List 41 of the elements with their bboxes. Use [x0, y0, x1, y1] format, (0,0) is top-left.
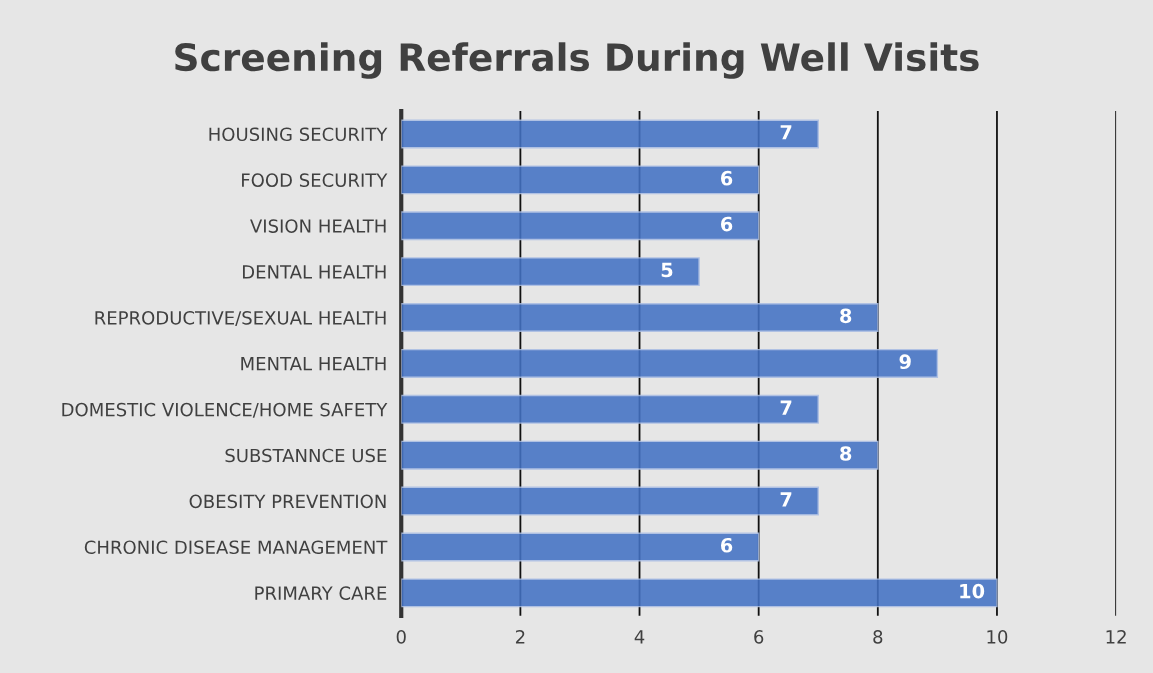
y-tick-label: OBESITY PREVENTION: [189, 494, 386, 509]
data-label: 8: [840, 308, 852, 324]
y-tick-label: DENTAL HEALTH: [243, 265, 386, 279]
x-tick-label: 2: [515, 630, 525, 644]
chart-title: Screening Referrals During Well Visits: [175, 42, 979, 79]
data-label: 5: [661, 262, 673, 278]
bar: [401, 119, 819, 149]
bar: [401, 257, 700, 287]
data-label: 10: [960, 583, 985, 599]
x-tick-label: 0: [396, 630, 406, 644]
data-label: 6: [720, 537, 733, 553]
y-tick-label: SUBSTANNCE USE: [225, 448, 387, 463]
y-tick-label: DOMESTIC VIOLENCE/HOME SAFETY: [62, 402, 388, 418]
x-tick-label: 12: [1106, 630, 1126, 644]
bar: [401, 578, 998, 608]
x-tick-label: 4: [634, 630, 645, 644]
y-tick-label: REPRODUCTIVE/SEXUAL HEALTH: [95, 310, 386, 327]
data-label: 7: [780, 400, 792, 415]
bar: [401, 303, 879, 332]
y-tick-label: MENTAL HEALTH: [241, 357, 386, 371]
bar: [401, 486, 819, 516]
y-tick-label: VISION HEALTH: [250, 219, 386, 233]
x-tick-label: 8: [873, 630, 883, 644]
bar: [401, 440, 879, 470]
y-tick-label: CHRONIC DISEASE MANAGEMENT: [84, 540, 388, 555]
y-tick-label: HOUSING SECURITY: [209, 127, 388, 142]
data-label: 7: [780, 125, 792, 140]
data-label: 6: [720, 170, 733, 186]
x-tick-label: 10: [987, 630, 1008, 644]
y-tick-label: FOOD SECURITY: [242, 173, 388, 187]
data-label: 9: [899, 354, 911, 370]
bar: [401, 532, 760, 562]
bar: [401, 165, 760, 195]
bar: [401, 394, 819, 424]
y-tick-label: PRIMARY CARE: [255, 586, 387, 600]
data-label: 6: [720, 216, 733, 232]
bar: [401, 211, 760, 241]
x-tick-label: 6: [754, 630, 764, 644]
data-label: 8: [840, 446, 852, 461]
data-label: 7: [780, 492, 792, 507]
bar: [401, 348, 939, 378]
